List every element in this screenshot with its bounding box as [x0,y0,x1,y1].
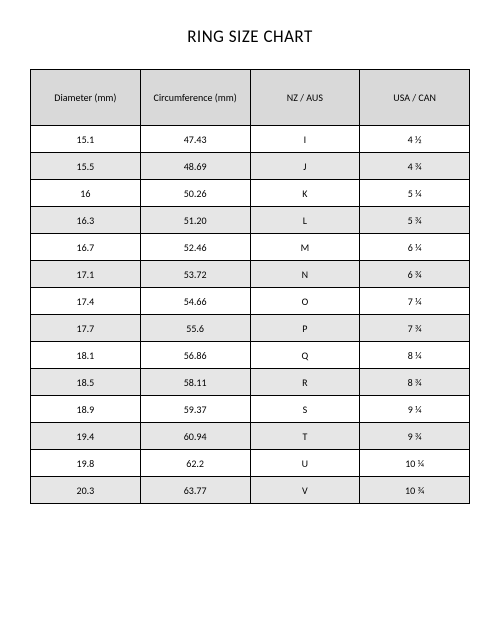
cell-nz-aus: J [250,153,360,180]
cell-circumference: 59.37 [140,396,250,423]
cell-usa-can: 10 ¾ [360,477,470,504]
cell-diameter: 15.1 [31,126,141,153]
cell-nz-aus: L [250,207,360,234]
cell-diameter: 18.5 [31,369,141,396]
cell-circumference: 56.86 [140,342,250,369]
cell-nz-aus: T [250,423,360,450]
cell-circumference: 63.77 [140,477,250,504]
cell-usa-can: 8 ¾ [360,369,470,396]
col-header-circumference: Circumference (mm) [140,70,250,126]
cell-diameter: 19.8 [31,450,141,477]
cell-diameter: 18.1 [31,342,141,369]
cell-circumference: 62.2 [140,450,250,477]
cell-circumference: 53.72 [140,261,250,288]
table-row: 17.4 54.66 O 7 ¼ [31,288,470,315]
table-header-row: Diameter (mm) Circumference (mm) NZ / AU… [31,70,470,126]
cell-circumference: 48.69 [140,153,250,180]
cell-diameter: 16 [31,180,141,207]
cell-nz-aus: R [250,369,360,396]
cell-diameter: 17.7 [31,315,141,342]
cell-usa-can: 8 ¼ [360,342,470,369]
cell-circumference: 51.20 [140,207,250,234]
cell-circumference: 55.6 [140,315,250,342]
ring-size-table: Diameter (mm) Circumference (mm) NZ / AU… [30,69,470,504]
table-body: 15.1 47.43 I 4 ½ 15.5 48.69 J 4 ¾ 16 50.… [31,126,470,504]
cell-diameter: 18.9 [31,396,141,423]
cell-usa-can: 5 ¼ [360,180,470,207]
cell-usa-can: 6 ¼ [360,234,470,261]
table-row: 15.5 48.69 J 4 ¾ [31,153,470,180]
cell-usa-can: 7 ¾ [360,315,470,342]
cell-diameter: 16.3 [31,207,141,234]
cell-nz-aus: Q [250,342,360,369]
cell-circumference: 58.11 [140,369,250,396]
table-row: 17.1 53.72 N 6 ¾ [31,261,470,288]
cell-usa-can: 10 ¼ [360,450,470,477]
cell-circumference: 54.66 [140,288,250,315]
cell-diameter: 16.7 [31,234,141,261]
col-header-usa-can: USA / CAN [360,70,470,126]
cell-diameter: 19.4 [31,423,141,450]
cell-usa-can: 4 ½ [360,126,470,153]
cell-diameter: 17.4 [31,288,141,315]
cell-diameter: 15.5 [31,153,141,180]
table-row: 19.8 62.2 U 10 ¼ [31,450,470,477]
table-row: 18.9 59.37 S 9 ¼ [31,396,470,423]
table-row: 17.7 55.6 P 7 ¾ [31,315,470,342]
cell-usa-can: 9 ¾ [360,423,470,450]
table-row: 15.1 47.43 I 4 ½ [31,126,470,153]
cell-nz-aus: P [250,315,360,342]
cell-nz-aus: V [250,477,360,504]
table-row: 19.4 60.94 T 9 ¾ [31,423,470,450]
cell-nz-aus: M [250,234,360,261]
table-row: 18.1 56.86 Q 8 ¼ [31,342,470,369]
table-row: 16.7 52.46 M 6 ¼ [31,234,470,261]
cell-usa-can: 9 ¼ [360,396,470,423]
cell-nz-aus: I [250,126,360,153]
cell-diameter: 20.3 [31,477,141,504]
cell-usa-can: 4 ¾ [360,153,470,180]
cell-circumference: 50.26 [140,180,250,207]
cell-nz-aus: K [250,180,360,207]
table-row: 20.3 63.77 V 10 ¾ [31,477,470,504]
table-row: 16.3 51.20 L 5 ¾ [31,207,470,234]
cell-circumference: 60.94 [140,423,250,450]
cell-usa-can: 6 ¾ [360,261,470,288]
page: RING SIZE CHART Diameter (mm) Circumfere… [0,0,500,534]
col-header-diameter: Diameter (mm) [31,70,141,126]
cell-diameter: 17.1 [31,261,141,288]
table-row: 18.5 58.11 R 8 ¾ [31,369,470,396]
cell-nz-aus: U [250,450,360,477]
table-row: 16 50.26 K 5 ¼ [31,180,470,207]
cell-circumference: 47.43 [140,126,250,153]
cell-usa-can: 7 ¼ [360,288,470,315]
col-header-nz-aus: NZ / AUS [250,70,360,126]
page-title: RING SIZE CHART [30,26,470,47]
cell-circumference: 52.46 [140,234,250,261]
cell-usa-can: 5 ¾ [360,207,470,234]
cell-nz-aus: S [250,396,360,423]
cell-nz-aus: O [250,288,360,315]
cell-nz-aus: N [250,261,360,288]
